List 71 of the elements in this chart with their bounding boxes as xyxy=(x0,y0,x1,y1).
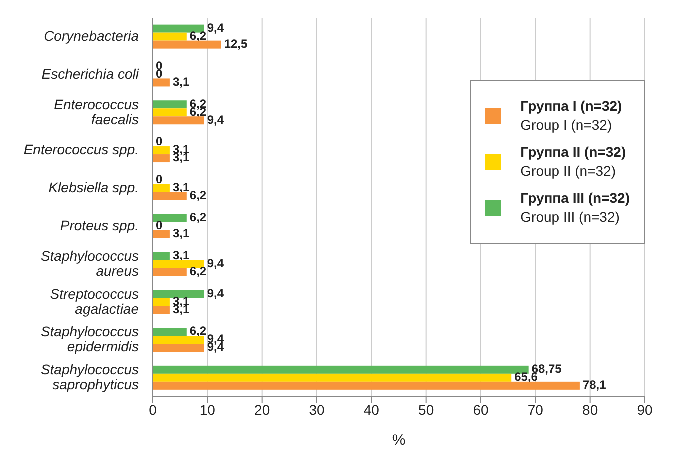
bar xyxy=(153,298,170,306)
data-label: 3,1 xyxy=(172,180,190,195)
data-label: 3,1 xyxy=(172,74,190,89)
data-label: 9,4 xyxy=(207,20,224,35)
data-label: 6,2 xyxy=(190,96,207,111)
bar xyxy=(153,184,170,192)
data-label: 6,2 xyxy=(190,210,207,224)
data-label: 9,4 xyxy=(207,256,224,270)
bar xyxy=(153,116,204,125)
data-label: 3,1 xyxy=(172,226,190,240)
x-tick-label: 60 xyxy=(473,402,489,418)
bar xyxy=(153,78,170,87)
bar xyxy=(153,192,187,200)
x-axis-title: % xyxy=(392,432,406,449)
bar xyxy=(153,268,187,276)
bar xyxy=(153,154,170,163)
y-tick-label: Staphylococcus aureus xyxy=(40,248,139,279)
bar xyxy=(153,344,204,352)
x-tick-label: 0 xyxy=(149,402,158,418)
data-label: 6,2 xyxy=(190,264,207,278)
y-tick-label: Staphylococcus epidermidis xyxy=(40,323,139,354)
data-label: 3,1 xyxy=(172,248,190,262)
bar xyxy=(153,374,512,382)
bar xyxy=(153,146,170,155)
y-tick-label: Escherichia coli xyxy=(42,66,140,82)
x-tick-label: 30 xyxy=(309,402,325,418)
y-tick-label: Enterococcus faecalis xyxy=(54,96,139,127)
x-tick-label: 80 xyxy=(582,402,598,418)
bar xyxy=(153,336,204,344)
data-label: 12,5 xyxy=(224,36,248,51)
bar xyxy=(153,252,170,260)
bar xyxy=(153,260,204,268)
data-label: 9,4 xyxy=(207,286,224,300)
x-tick-label: 40 xyxy=(364,402,380,418)
bar xyxy=(153,214,187,222)
data-label: 6,2 xyxy=(190,324,207,338)
data-label: 9,4 xyxy=(207,332,224,346)
data-label: 6,2 xyxy=(190,28,207,43)
bar xyxy=(153,382,580,390)
bar xyxy=(153,100,187,109)
y-tick-label: Proteus spp. xyxy=(60,217,139,234)
bar xyxy=(153,366,529,374)
y-tick-label: Enterococcus spp. xyxy=(24,141,139,158)
y-tick-label: Streptococcus agalactiae xyxy=(50,285,140,316)
y-tick-label: Corynebacteria xyxy=(44,28,140,44)
data-label: 0 xyxy=(156,172,163,187)
y-tick-label: Staphylococcus saprophyticus xyxy=(40,361,139,392)
x-tick-label: 90 xyxy=(637,402,653,418)
x-tick-label: 50 xyxy=(418,402,434,418)
legend-label: Группа III (n=32) Group III (n=32) xyxy=(520,189,630,227)
bar xyxy=(153,328,187,336)
bar xyxy=(153,24,204,33)
data-label: 3,1 xyxy=(172,294,190,308)
data-label: 0 xyxy=(156,134,163,149)
bar xyxy=(153,40,222,49)
x-tick-label: 70 xyxy=(528,402,544,418)
legend-label: Группа II (n=32) Group II (n=32) xyxy=(520,143,626,181)
x-tick-label: 10 xyxy=(200,402,216,418)
bar xyxy=(153,230,170,238)
data-label: 68,75 xyxy=(532,362,562,376)
bar xyxy=(153,290,204,298)
data-label: 0 xyxy=(156,218,163,232)
bar xyxy=(153,32,187,41)
data-label: 6,2 xyxy=(190,188,207,203)
y-tick-label: Klebsiella spp. xyxy=(48,179,139,196)
x-tick-label: 20 xyxy=(254,402,270,418)
bar xyxy=(153,306,170,314)
bar xyxy=(153,108,187,117)
data-label: 78,1 xyxy=(582,378,607,392)
data-label: 9,4 xyxy=(207,112,224,127)
legend-label: Группа I (n=32) Group I (n=32) xyxy=(520,97,622,135)
